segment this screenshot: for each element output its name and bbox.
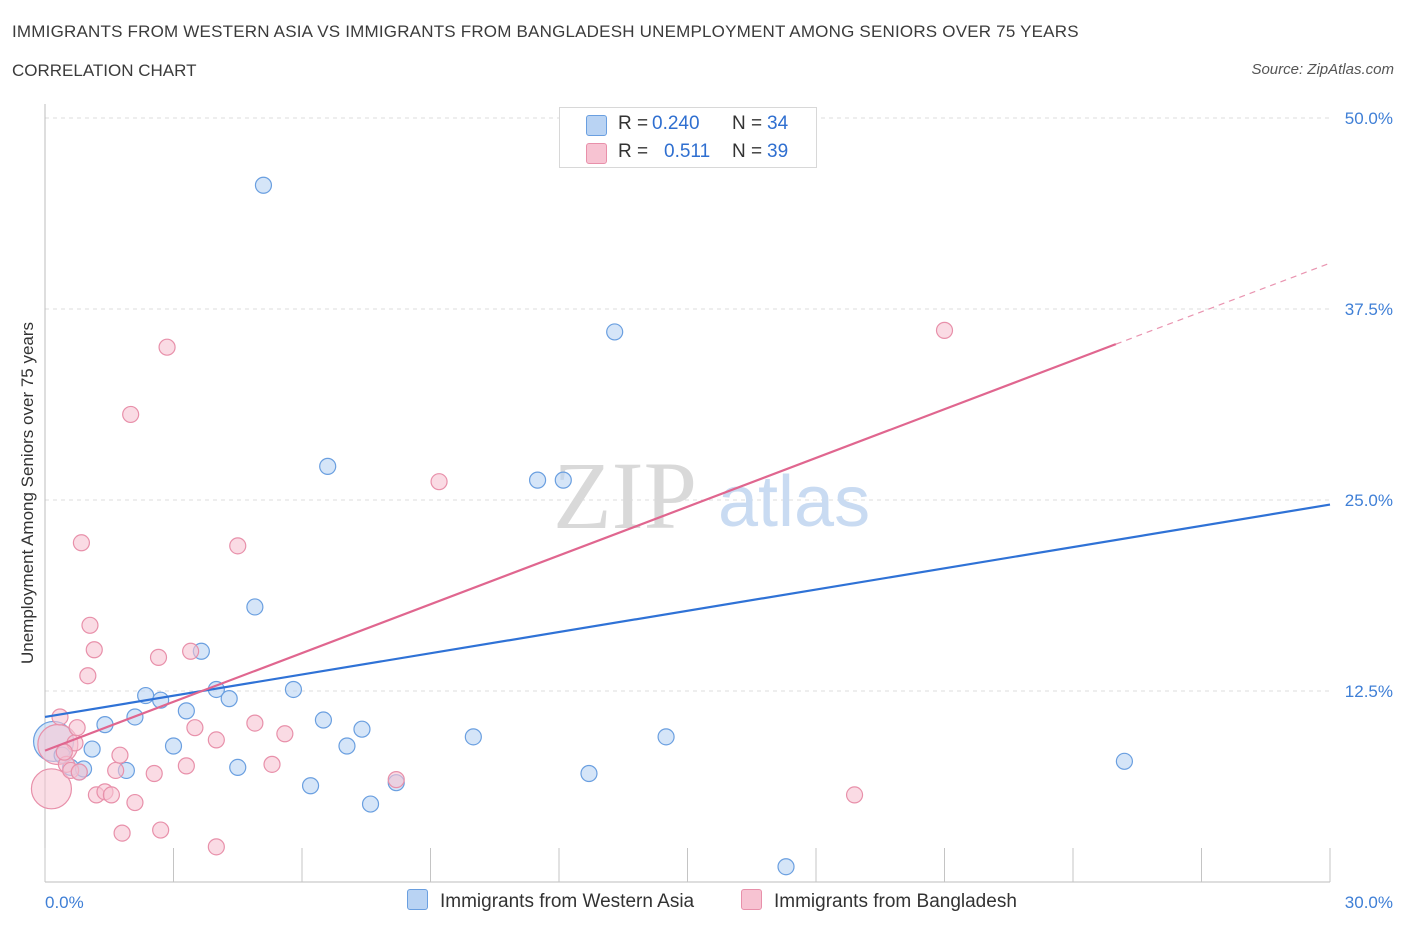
bangladesh-point (158, 338, 176, 356)
bottom-legend-western-asia: Immigrants from Western Asia (407, 889, 694, 913)
legend-r-value: 0.240 (652, 113, 700, 134)
bottom-legend-label: Immigrants from Western Asia (440, 891, 695, 912)
western-asia-point (301, 777, 320, 795)
bangladesh-point (845, 786, 864, 804)
y-axis-label: Unemployment Among Seniors over 75 years (18, 321, 37, 665)
western-asia-point (314, 711, 333, 729)
western-asia-point (353, 720, 371, 738)
western-asia-point (220, 690, 238, 708)
western-asia-point (83, 740, 101, 758)
bangladesh-point (102, 786, 120, 804)
bangladesh-point (81, 616, 99, 634)
bangladesh-point (70, 763, 88, 781)
bangladesh-point (263, 755, 281, 773)
watermark-zip: ZIP (553, 442, 697, 549)
legend-r-value: 0.511 (664, 141, 711, 162)
bangladesh-point (122, 405, 140, 424)
western-asia-point (338, 737, 356, 755)
bangladesh-point (387, 771, 405, 789)
bangladesh-point (935, 321, 954, 339)
bottom-legend-label: Immigrants from Bangladesh (774, 891, 1017, 912)
source-credit: Source: ZipAtlas.com (1251, 61, 1394, 78)
bangladesh-point (111, 746, 129, 764)
western-asia-point (1115, 752, 1134, 770)
western-asia-point (657, 728, 675, 746)
tick-labels: 12.5% 25.0% 37.5% 50.0% 0.0% 30.0% (45, 109, 1393, 912)
x-tick-label: 30.0% (1345, 893, 1393, 912)
legend-n-value: 39 (767, 141, 789, 162)
bangladesh-point (149, 648, 168, 666)
western-asia-point (284, 680, 303, 699)
legend-swatch-pink (586, 143, 607, 164)
bangladesh-point (107, 761, 125, 780)
bangladesh-point (246, 714, 264, 732)
bangladesh-point (126, 793, 144, 812)
western-asia-point (319, 457, 337, 475)
western-asia-point (464, 728, 482, 746)
western-asia-point (777, 858, 795, 876)
trend-lines (44, 262, 1331, 752)
bangladesh-point (113, 824, 131, 842)
legend-n-label: N = (732, 113, 763, 134)
bangladesh-trend-line (44, 343, 1117, 752)
bangladesh-point (430, 473, 448, 491)
x-tick-label: 0.0% (45, 893, 84, 912)
bottom-legend-swatch-blue (407, 889, 428, 910)
bangladesh-point (51, 708, 69, 726)
legend-r-label: R = (618, 113, 649, 134)
western-asia-point (361, 795, 380, 813)
bangladesh-point (79, 667, 97, 685)
grid-lines (45, 117, 1330, 692)
legend-n-value: 34 (767, 113, 789, 134)
bangladesh-point (72, 534, 91, 552)
chart-subtitle: CORRELATION CHART (12, 61, 197, 80)
bangladesh-point (30, 768, 73, 810)
y-tick-label: 25.0% (1345, 491, 1393, 510)
western-asia-point (177, 702, 195, 720)
bottom-legend-swatch-pink (741, 889, 762, 910)
y-tick-label: 12.5% (1345, 682, 1393, 701)
western-asia-point (554, 471, 572, 489)
western-asia-trend-line (44, 503, 1331, 719)
bangladesh-point (85, 641, 103, 659)
western-asia-point (229, 758, 247, 777)
legend-r-label: R = (618, 141, 649, 162)
legend-swatch-blue (586, 115, 607, 136)
western-asia-point (164, 737, 183, 755)
bangladesh-point (229, 537, 247, 555)
bangladesh-point (186, 719, 204, 737)
bangladesh-point (207, 731, 225, 749)
western-asia-point (246, 598, 264, 616)
bangladesh-point (145, 764, 163, 783)
bangladesh-trend-extension (1115, 262, 1331, 345)
bangladesh-point (68, 719, 86, 737)
bangladesh-point (276, 725, 294, 743)
bottom-legend-bangladesh: Immigrants from Bangladesh (741, 889, 1017, 913)
western-asia-point (254, 176, 273, 194)
y-tick-label: 37.5% (1345, 300, 1393, 319)
bangladesh-point (177, 757, 195, 775)
correlation-legend: R = 0.240 N = 34 R = 0.511 N = 39 (559, 107, 817, 168)
western-asia-point (580, 764, 598, 783)
western-asia-point (528, 471, 547, 489)
bangladesh-point (152, 821, 170, 839)
western-asia-point (606, 323, 624, 341)
chart-title: IMMIGRANTS FROM WESTERN ASIA VS IMMIGRAN… (12, 22, 1079, 41)
bangladesh-point (182, 642, 200, 660)
bangladesh-point (207, 838, 225, 856)
watermark-atlas: atlas (718, 462, 870, 542)
legend-n-label: N = (732, 141, 763, 162)
watermark: ZIP atlas (553, 442, 870, 549)
y-tick-label: 50.0% (1345, 109, 1393, 128)
